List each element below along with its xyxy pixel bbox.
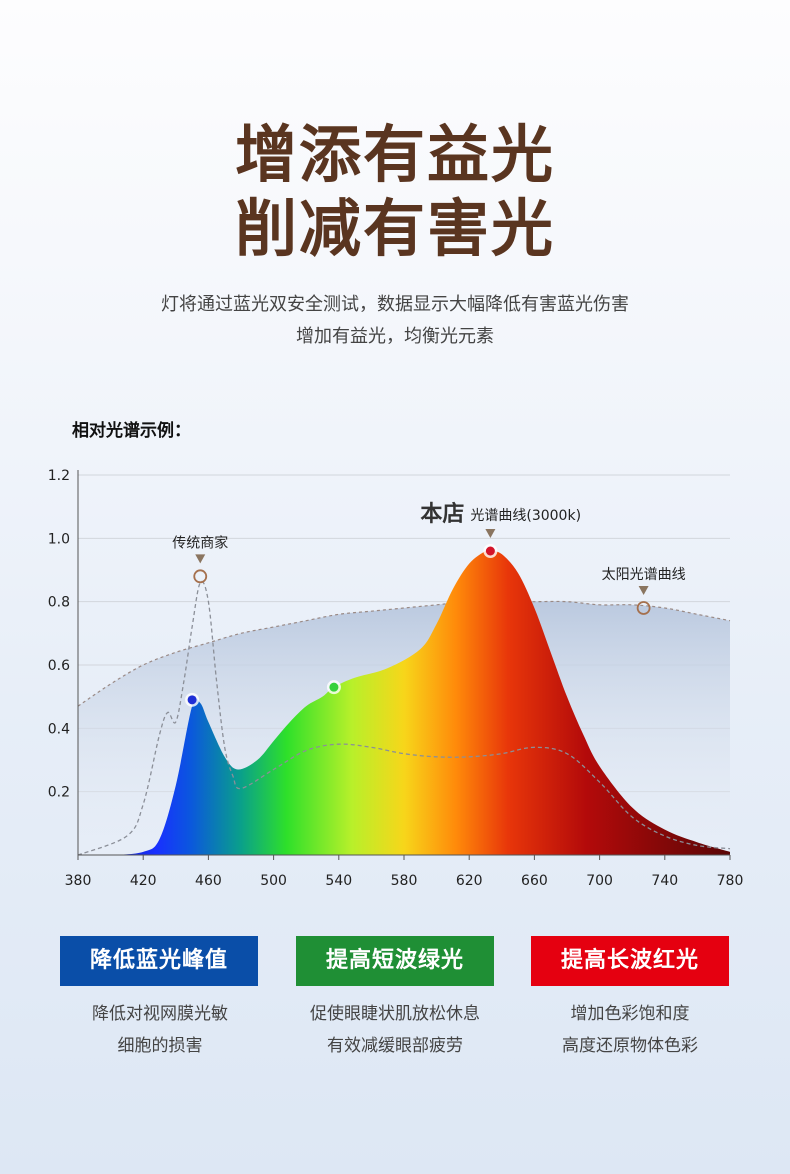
sun-marker-ring (636, 601, 651, 615)
x-tick-label: 620 (456, 873, 483, 889)
series-traditional-line (77, 580, 731, 856)
y-tick-label: 1.0 (48, 531, 70, 547)
main-title-line-2: 削减有害光 (234, 192, 555, 265)
feature-desc-line: 细胞的损害 (117, 1036, 203, 1056)
feature-desc-boost-red: 增加色彩饱和度 高度还原物体色彩 (510, 998, 750, 1062)
traditional-marker-ring (193, 569, 208, 584)
feature-desc-line: 高度还原物体色彩 (562, 1036, 698, 1056)
series-own-area (78, 549, 730, 856)
x-tick-label: 700 (586, 873, 613, 889)
y-tick-label: 0.8 (48, 595, 70, 611)
x-tick-label: 780 (717, 873, 744, 889)
feature-desc-boost-green: 促使眼睫状肌放松休息 有效减缓眼部疲劳 (275, 998, 515, 1062)
x-tick-label: 580 (391, 873, 418, 889)
feature-badge-reduce-blue: 降低蓝光峰值 (60, 936, 258, 986)
subtitle-line-2: 增加有益光，均衡光元素 (296, 326, 494, 347)
series-sun-line (77, 600, 731, 707)
y-tick-label: 0.2 (48, 785, 70, 801)
spectrum-chart: 0.2 0.4 0.6 0.8 1.0 1.2 380 420 460 500 540 580 620 6… (48, 468, 744, 889)
traditional-marker-arrow (195, 554, 206, 564)
axes: 0.2 0.4 0.6 0.8 1.0 1.2 380 420 460 500 540 580 620 6… (48, 468, 744, 889)
x-tick-label: 460 (195, 873, 222, 889)
x-tick-label: 500 (260, 873, 287, 889)
traditional-label: 传统商家 (172, 534, 228, 551)
subtitle-line-1: 灯将通过蓝光双安全测试，数据显示大幅降低有害蓝光伤害 (161, 294, 629, 315)
sun-marker-arrow (638, 586, 649, 595)
feature-desc-line: 降低对视网膜光敏 (92, 1004, 228, 1024)
main-title-line-1: 增添有益光 (234, 118, 555, 191)
feature-desc-line: 有效减缓眼部疲劳 (327, 1036, 463, 1056)
x-tick-label: 660 (521, 873, 548, 889)
x-tick-label: 740 (651, 873, 678, 889)
sun-label: 太阳光谱曲线 (602, 567, 686, 583)
feature-badge-boost-red: 提高长波红光 (531, 936, 729, 986)
spectrum-marker-1 (329, 682, 339, 692)
own-label-sub: 光谱曲线(3000k) (470, 508, 581, 524)
x-tick-label: 420 (130, 873, 157, 889)
chart-title: 相对光谱示例： (72, 421, 191, 441)
own-marker-arrow (485, 529, 496, 538)
series-layer (77, 544, 731, 856)
feature-badge-boost-green: 提高短波绿光 (296, 936, 494, 986)
y-tick-label: 0.4 (48, 721, 70, 737)
spectrum-marker-0 (187, 695, 197, 705)
feature-desc-reduce-blue: 降低对视网膜光敏 细胞的损害 (40, 998, 280, 1062)
feature-desc-line: 增加色彩饱和度 (570, 1004, 690, 1024)
own-label-main: 本店 (420, 502, 464, 527)
feature-desc-line: 促使眼睫状肌放松休息 (310, 1004, 480, 1024)
spectrum-marker-2 (485, 546, 495, 556)
y-tick-label: 1.2 (48, 468, 70, 484)
x-tick-label: 380 (65, 873, 92, 889)
x-tick-label: 540 (325, 873, 352, 889)
y-tick-label: 0.6 (48, 658, 70, 674)
